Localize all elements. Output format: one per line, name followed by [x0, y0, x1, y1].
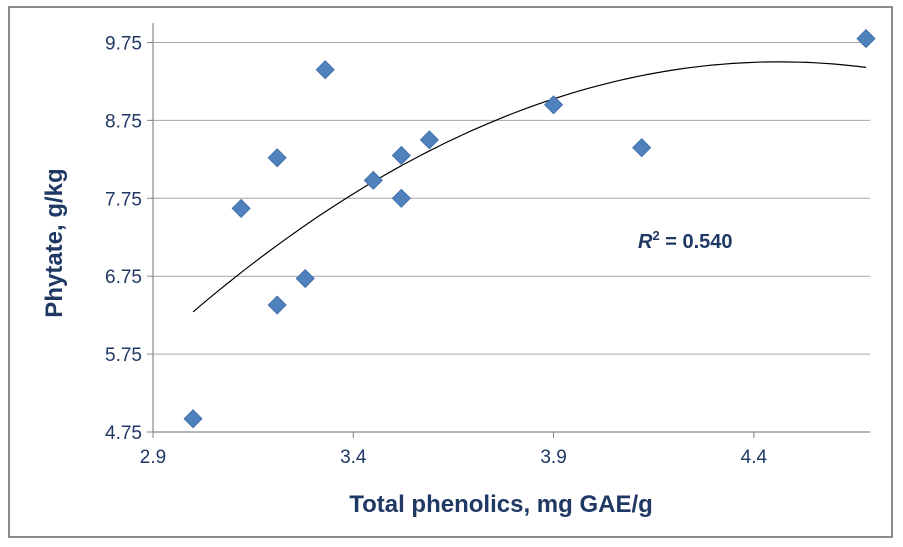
- r-squared-annotation: R2 = 0.540: [638, 228, 733, 253]
- data-point-13: [856, 29, 876, 49]
- y-tick-label: 4.75: [105, 423, 142, 444]
- trendline-group: [192, 61, 867, 313]
- data-point-2: [231, 198, 251, 218]
- data-point-12: [632, 138, 652, 158]
- x-axis-title: Total phenolics, mg GAE/g: [349, 491, 653, 518]
- data-point-8: [391, 145, 411, 166]
- y-axis-title: Phytate, g/kg: [41, 168, 68, 317]
- chart-frame: [8, 6, 893, 538]
- x-tick-label: 4.4: [741, 447, 768, 468]
- data-point-9: [391, 188, 411, 208]
- gridlines: [153, 41, 870, 355]
- x-tick-label: 2.9: [140, 447, 166, 468]
- trendline: [192, 61, 867, 313]
- data-points: [183, 29, 876, 429]
- r-squared-superscript: 2: [652, 228, 659, 243]
- y-tick-label: 9.75: [105, 33, 142, 54]
- data-point-4: [267, 295, 287, 315]
- axes: [147, 23, 870, 438]
- data-point-10: [419, 130, 439, 150]
- x-tick-label: 3.9: [540, 447, 566, 468]
- y-tick-label: 8.75: [105, 111, 142, 132]
- r-squared-symbol: R: [638, 231, 653, 253]
- data-point-5: [295, 268, 315, 289]
- data-point-6: [315, 60, 335, 80]
- tick-labels: 2.9 3.4 3.9 4.4 4.75 5.75 6.75 7.75 8.75 9.75: [105, 33, 767, 468]
- data-point-3: [267, 148, 287, 168]
- x-tick-label: 3.4: [340, 447, 367, 468]
- y-tick-label: 6.75: [105, 267, 142, 288]
- y-tick-label: 5.75: [105, 345, 142, 366]
- data-point-1: [183, 409, 203, 429]
- data-point-11: [543, 95, 564, 115]
- data-point-7: [363, 170, 383, 190]
- y-tick-label: 7.75: [105, 189, 142, 210]
- r-squared-value: = 0.540: [660, 231, 733, 253]
